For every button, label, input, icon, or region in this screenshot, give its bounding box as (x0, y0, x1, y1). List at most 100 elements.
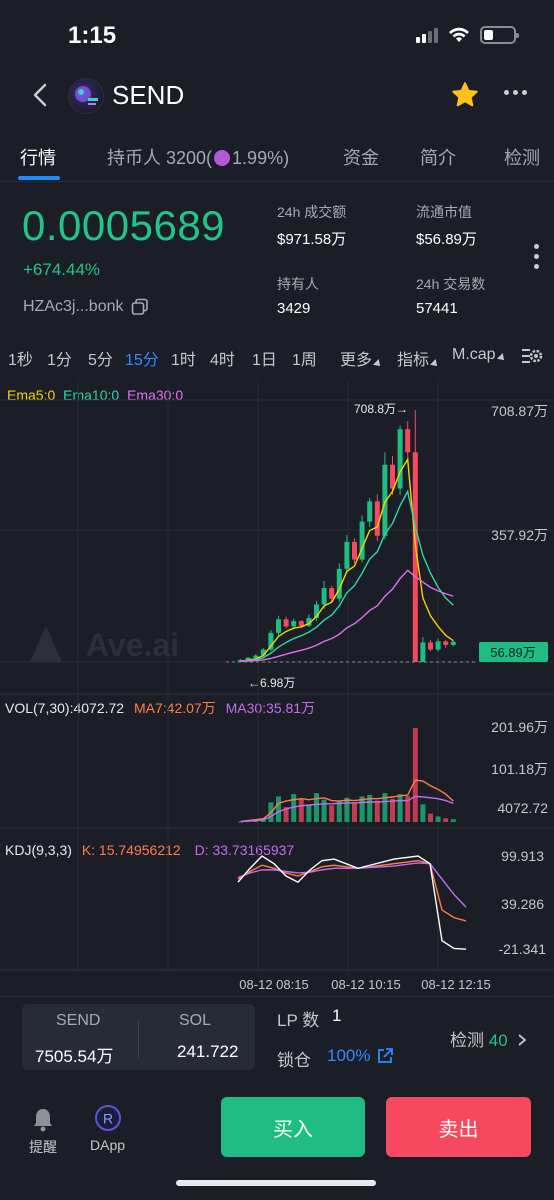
lp-count-value: 1 (332, 1006, 342, 1025)
pair-value: 241.722 (177, 1042, 239, 1061)
stat-value: $56.89万 (416, 231, 477, 248)
token-avatar (68, 78, 104, 114)
check-label: 检测 (450, 1031, 484, 1050)
k-legend: K: 15.74956212 (81, 842, 181, 858)
interval-selector: 1秒 1分 5分 15分 1时 4时 1日 1周 更多 指标 M.cap (0, 342, 554, 372)
buy-button[interactable]: 买入 (221, 1097, 365, 1157)
bell-icon (34, 1109, 52, 1132)
volume-bar (238, 821, 243, 823)
candle-body (268, 632, 274, 650)
stat-value: 3429 (277, 300, 311, 317)
alert-button[interactable]: 提醒 (28, 1104, 58, 1157)
ema10-legend: Ema10:0 (63, 387, 120, 403)
j-line (237, 855, 467, 950)
copy-icon[interactable] (131, 298, 149, 316)
mcap-label: M.cap (452, 346, 496, 363)
dapp-icon: R (94, 1105, 121, 1131)
stat-market-cap: 流通市值 $56.89万 (416, 202, 477, 249)
volume-bar (298, 798, 304, 822)
tab-holders[interactable]: 持币人 3200(1.99%) (107, 144, 289, 170)
candle-body (321, 588, 327, 605)
interval-1w[interactable]: 1周 (292, 352, 317, 369)
security-check-link[interactable]: 检测 40 (450, 1026, 528, 1051)
volume-bar (405, 795, 411, 822)
volume-bar (428, 813, 433, 822)
volume-bar (336, 801, 342, 822)
candle-body (352, 541, 357, 560)
volume-bar (306, 804, 312, 822)
holder-badge-icon (214, 150, 231, 166)
candle-body (405, 429, 411, 453)
interval-5m[interactable]: 5分 (88, 352, 113, 369)
tab-intro[interactable]: 简介 (420, 148, 456, 168)
more-intervals-dropdown[interactable]: 更多 (340, 346, 383, 370)
watermark-text: Ave.ai (86, 627, 179, 663)
chart-settings-icon[interactable] (520, 344, 544, 368)
favorite-star-icon[interactable] (450, 80, 480, 110)
lock-value: 100% (327, 1046, 371, 1065)
dropdown-triangle-icon (373, 359, 383, 369)
price-chart[interactable]: Ave.ai 708.87万 357.92万 708.8万→ ←6.98万 56.89万 2… (0, 380, 554, 994)
tab-check[interactable]: 检测 (504, 148, 540, 168)
candle-body (374, 501, 380, 536)
kdj-axis-tick: -21.341 (499, 941, 547, 957)
interval-1h[interactable]: 1时 (171, 352, 196, 369)
dapp-button[interactable]: R DApp (90, 1104, 125, 1153)
ema5-line (240, 457, 454, 662)
current-price-label: 56.89万 (490, 645, 536, 660)
stat-holders: 持有人 3429 (277, 274, 319, 317)
tab-market[interactable]: 行情 (20, 148, 56, 168)
back-arrow-icon[interactable] (28, 80, 54, 110)
candle-body (450, 641, 456, 645)
address-text: HZAc3j...bonk (23, 298, 124, 315)
candle-body (336, 568, 342, 599)
stat-value: 57441 (416, 300, 458, 317)
candle-body (314, 604, 319, 618)
candle-body (276, 619, 281, 633)
candle-body (390, 464, 395, 489)
volume-bar (329, 805, 335, 822)
sell-button[interactable]: 卖出 (386, 1097, 531, 1157)
cellular-signal-icon (416, 27, 438, 43)
pair-value: 7505.54万 (35, 1047, 114, 1066)
kdj-axis-tick: 39.286 (501, 896, 544, 912)
pair-label: SEND (56, 1012, 101, 1029)
ema30-legend: Ema30:0 (127, 387, 184, 403)
vol-legend: VOL(7,30):4072.72 (5, 700, 125, 716)
candle-body (428, 642, 433, 650)
pair-label: SOL (179, 1012, 212, 1029)
kdj-label: KDJ(9,3,3) (5, 842, 72, 858)
interval-1d[interactable]: 1日 (252, 352, 277, 369)
interval-15m[interactable]: 15分 (125, 352, 159, 369)
volume-bar (359, 796, 365, 822)
candle-body (291, 621, 297, 627)
kdj-legend: KDJ(9,3,3) K: 15.74956212 D: 33.73165937 (5, 842, 294, 858)
stat-trades: 24h 交易数 57441 (416, 274, 485, 317)
ema-legend: Ema5:0 Ema10:0 Ema30:0 (7, 387, 183, 403)
candle-body (443, 641, 449, 645)
time-axis-tick: 08-12 08:15 (239, 977, 308, 992)
mcap-dropdown[interactable]: M.cap (452, 346, 507, 364)
candle-body (344, 541, 350, 569)
interval-4h[interactable]: 4时 (210, 352, 235, 369)
stat-label: 持有人 (277, 276, 319, 292)
indicator-dropdown[interactable]: 指标 (397, 346, 440, 370)
candle-body (298, 621, 304, 626)
candle-body (382, 464, 388, 536)
interval-1s[interactable]: 1秒 (8, 352, 33, 369)
high-price-label: 708.8万→ (354, 402, 408, 416)
volume-bar (344, 797, 350, 822)
token-address[interactable]: HZAc3j...bonk (23, 298, 149, 316)
volume-bar (390, 798, 395, 822)
more-options-icon[interactable] (504, 90, 527, 95)
lock-link[interactable]: 100% (327, 1046, 394, 1066)
candle-body (412, 452, 418, 662)
volume-bar (435, 816, 441, 822)
interval-1m[interactable]: 1分 (47, 352, 72, 369)
status-time: 1:15 (68, 22, 117, 49)
stat-volume: 24h 成交额 $971.58万 (277, 202, 346, 249)
ma30-legend: MA30:35.81万 (225, 700, 316, 716)
tab-funds[interactable]: 资金 (343, 148, 379, 168)
vertical-more-icon[interactable] (534, 244, 539, 269)
ma7-legend: MA7:42.07万 (133, 700, 216, 716)
